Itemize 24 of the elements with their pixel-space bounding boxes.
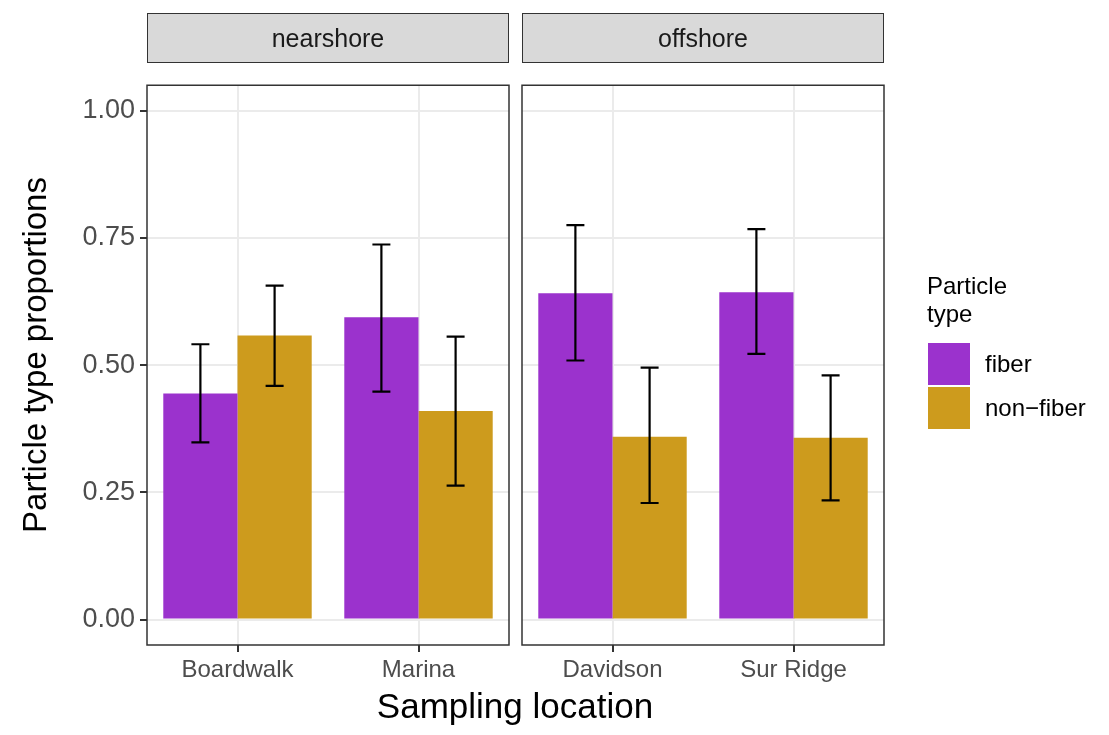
y-tick-label: 0.75 <box>82 221 135 252</box>
y-tick-label: 0.50 <box>82 348 135 379</box>
legend-label: fiber <box>985 350 1032 378</box>
x-tick-label: Sur Ridge <box>740 655 847 683</box>
y-tick-label: 1.00 <box>82 94 135 125</box>
y-axis-title: Particle type proportions <box>16 176 54 533</box>
legend-label: non−fiber <box>985 394 1086 422</box>
bar <box>538 293 613 619</box>
y-tick-label: 0.00 <box>82 603 135 634</box>
bar <box>344 317 419 619</box>
x-tick-label: Boardwalk <box>181 655 295 683</box>
legend-title: Particle type <box>927 272 1009 328</box>
bar <box>793 437 868 619</box>
bar <box>612 436 687 619</box>
bar <box>163 393 238 619</box>
bar <box>418 410 493 619</box>
x-tick-label: Marina <box>381 655 456 683</box>
chart-title: offshore <box>522 13 884 63</box>
bar <box>719 292 794 619</box>
chart-title: nearshore <box>147 13 509 63</box>
y-tick-label: 0.25 <box>82 475 135 506</box>
bar <box>237 335 312 619</box>
x-tick-label: Davidson <box>562 655 663 683</box>
x-axis-title: Sampling location <box>375 686 655 726</box>
